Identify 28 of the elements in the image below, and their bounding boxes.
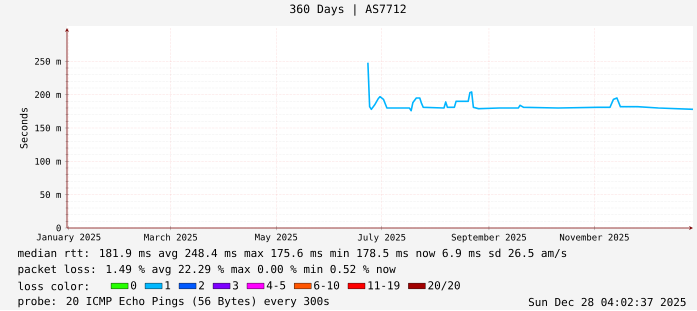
legend-label: 20/20	[428, 281, 460, 290]
legend-title: loss color:	[18, 282, 88, 290]
y-tick-label: 100 m	[35, 158, 61, 165]
legend-label: 0	[131, 281, 136, 290]
y-tick-label: 250 m	[35, 58, 61, 65]
legend-label: 4-5	[266, 281, 286, 290]
text: median rtt: 181.9 ms avg 248.4 ms max 175.6 ms min 178.5 ms now 6.9 ms sd 26.5 am/s	[18, 248, 566, 260]
y-tick-label: 50 m	[40, 191, 61, 198]
x-tick-label: May 2025	[255, 234, 298, 242]
y-axis-title: Seconds	[20, 108, 28, 148]
legend-label: 2	[199, 281, 204, 290]
x-tick-label: November 2025	[560, 234, 629, 241]
x-tick-label: March 2025	[144, 234, 198, 241]
legend-label: 11-19	[368, 281, 400, 290]
legend-label: 1	[166, 281, 170, 290]
x-tick-label: September 2025	[452, 234, 526, 242]
y-tick-label: 150 m	[35, 124, 61, 132]
chart-title: 360 Days | AS7712	[290, 4, 406, 16]
text: Sun Dec 28 04:02:37 2025	[528, 298, 686, 306]
legend-label: 3	[232, 281, 238, 290]
line-series	[367, 62, 694, 112]
x-tick-label: January 2025	[36, 234, 100, 242]
text: probe: 20 ICMP Echo Pings (56 Bytes) every 300s	[18, 296, 329, 308]
legend-label: 6-10	[314, 281, 340, 290]
y-tick-label: 200 m	[35, 91, 61, 98]
text: packet loss: 1.49 % avg 22.29 % max 0.00 % min 0.52 % now	[18, 264, 396, 276]
y-tick-label: 0	[56, 224, 61, 232]
x-tick-label: July 2025	[358, 234, 406, 243]
